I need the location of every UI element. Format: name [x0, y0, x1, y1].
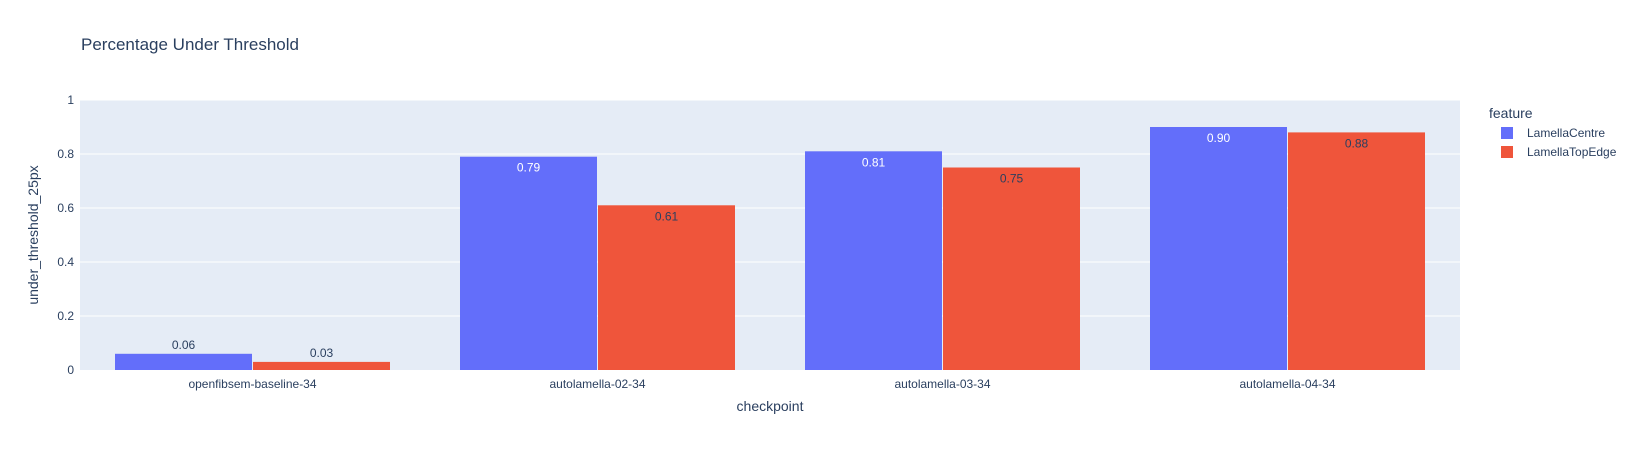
- y-tick-label: 1: [67, 93, 74, 107]
- bar: [1150, 127, 1287, 370]
- bar: [253, 361, 390, 370]
- bar-labels: 0.06 0.03 0.79 0.61 0.81 0.75 0.90 0.88: [172, 131, 1369, 360]
- bar-value-label: 0.88: [1345, 136, 1369, 150]
- legend-label: LamellaTopEdge: [1527, 145, 1617, 159]
- chart-title: Percentage Under Threshold: [81, 35, 299, 54]
- bar: [460, 156, 597, 370]
- x-tick-label: autolamella-02-34: [549, 377, 645, 391]
- y-axis-ticks: 0 0.2 0.4 0.6 0.8 1: [57, 93, 74, 377]
- bar-value-label: 0.06: [172, 338, 196, 352]
- y-tick-label: 0.2: [57, 309, 74, 323]
- bar-value-label: 0.90: [1207, 131, 1231, 145]
- legend: feature LamellaCentre LamellaTopEdge: [1489, 105, 1617, 159]
- x-tick-label: autolamella-04-34: [1239, 377, 1335, 391]
- x-tick-label: autolamella-03-34: [894, 377, 990, 391]
- bar: [598, 205, 735, 370]
- bar-value-label: 0.61: [655, 209, 679, 223]
- legend-label: LamellaCentre: [1527, 126, 1605, 140]
- bar-value-label: 0.79: [517, 161, 541, 175]
- legend-swatch: [1501, 127, 1513, 139]
- bar: [943, 167, 1080, 370]
- y-tick-label: 0: [67, 363, 74, 377]
- y-tick-label: 0.4: [57, 255, 74, 269]
- y-tick-label: 0.8: [57, 147, 74, 161]
- bars: [115, 127, 1425, 370]
- bar-value-label: 0.75: [1000, 172, 1024, 186]
- x-axis-title: checkpoint: [737, 398, 804, 414]
- legend-swatch: [1501, 146, 1513, 158]
- y-axis-title: under_threshold_25px: [25, 165, 41, 304]
- bar: [1288, 132, 1425, 370]
- x-axis-ticks: openfibsem-baseline-34 autolamella-02-34 a…: [188, 377, 1335, 391]
- bar: [115, 353, 252, 370]
- bar: [805, 151, 942, 370]
- y-tick-label: 0.6: [57, 201, 74, 215]
- bar-value-label: 0.81: [862, 155, 886, 169]
- x-tick-label: openfibsem-baseline-34: [188, 377, 316, 391]
- bar-value-label: 0.03: [310, 346, 334, 360]
- legend-title: feature: [1489, 105, 1533, 121]
